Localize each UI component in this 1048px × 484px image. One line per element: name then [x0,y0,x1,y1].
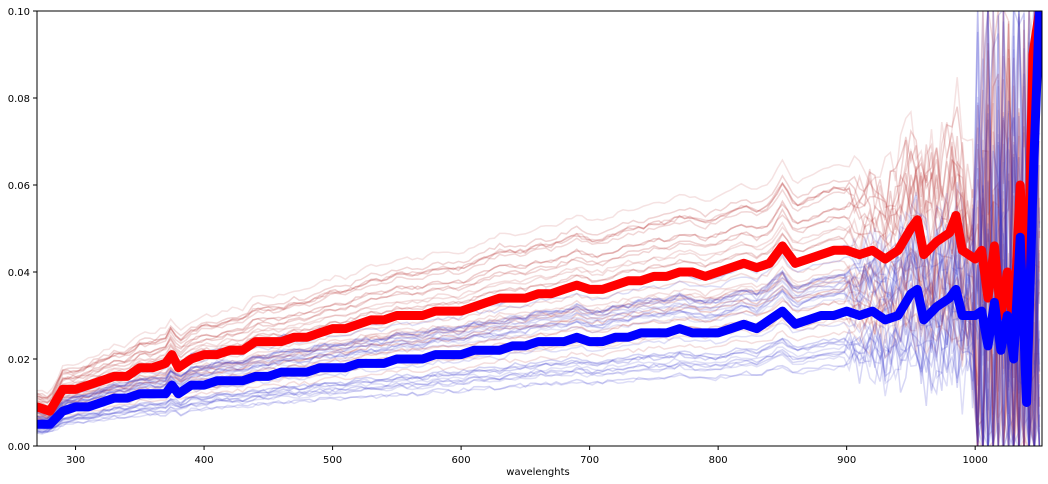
y-tick-label: 0.02 [8,355,30,366]
red-spectrum-line [37,58,1041,446]
red-spectrum-line [37,69,1041,446]
red-spectrum-line [37,11,1041,446]
red-spectrum-line [37,148,1041,446]
x-tick-label: 800 [709,455,728,466]
y-tick-label: 0.00 [8,442,30,453]
blue-mean-series-line [37,11,1042,429]
red-spectrum-line [37,11,1041,446]
red-spectrum-line [37,149,1041,446]
blue-spectrum-line [37,253,1041,446]
blue-spectrum-line [37,157,1041,446]
x-tick-label: 400 [195,455,214,466]
y-tick-label: 0.04 [8,268,30,279]
blue-spectrum-line [37,11,1041,446]
blue-spectrum-line [37,11,1041,446]
red-spectrum-line [37,243,1041,446]
blue-spectrum-line [37,214,1041,446]
blue-spectrum-line [37,233,1041,446]
y-tick-label: 0.06 [8,181,30,192]
red-spectrum-line [37,11,1041,446]
blue-spectrum-line [37,11,1041,446]
blue-spectrum-line [37,11,1041,446]
blue-spectrum-line [37,117,1038,446]
blue-spectrum-line [37,11,1041,420]
blue-spectrum-line [37,11,1041,446]
blue-spectrum-line [37,42,1041,446]
y-tick-label: 0.08 [8,94,30,105]
blue-spectrum-line [37,15,1041,446]
red-spectrum-line [37,11,1041,446]
blue-spectrum-line [37,11,1041,446]
blue-spectrum-line [37,11,1041,446]
red-spectrum-line [37,135,1041,446]
blue-spectrum-line [37,143,1040,446]
blue-spectrum-line [37,62,1041,446]
red-spectrum-line [37,11,1041,446]
x-tick-label: 600 [452,455,471,466]
red-mean-series-line [37,11,1042,416]
red-spectrum-line [37,11,1041,446]
red-spectrum-line [37,141,1041,446]
x-axis-ticks: 300 400 500 600 700 800 900 1000 [66,446,988,466]
individual-spectra-lines [37,11,1041,446]
y-axis-ticks: 0.00 0.02 0.04 0.06 0.08 0.10 [8,7,37,453]
blue-spectrum-line [37,150,1041,444]
red-spectrum-line [37,11,1041,446]
mean-spectra-lines [37,11,1042,429]
x-tick-label: 300 [66,455,85,466]
x-tick-label: 1000 [962,455,987,466]
y-tick-label: 0.10 [8,7,30,18]
blue-spectrum-line [37,16,1041,419]
blue-spectrum-line [37,11,1041,446]
blue-spectrum-line [37,262,1041,446]
plot-frame [36,10,1043,447]
red-spectrum-line [37,184,1035,446]
red-spectrum-line [37,175,1041,446]
red-spectrum-line [37,119,1041,446]
red-spectrum-line [37,131,1041,446]
red-spectrum-line [37,11,1041,446]
blue-spectrum-line [37,181,1041,446]
red-spectrum-line [37,11,1041,446]
red-spectrum-line [37,103,1041,446]
blue-spectrum-line [37,132,1041,446]
blue-spectrum-line [37,11,1041,446]
blue-spectrum-line [37,180,1041,446]
x-tick-label: 500 [323,455,342,466]
x-tick-label: 700 [580,455,599,466]
x-axis-label: wavelenghts [506,467,569,478]
red-spectrum-line [37,41,1041,446]
x-tick-label: 900 [837,455,856,466]
